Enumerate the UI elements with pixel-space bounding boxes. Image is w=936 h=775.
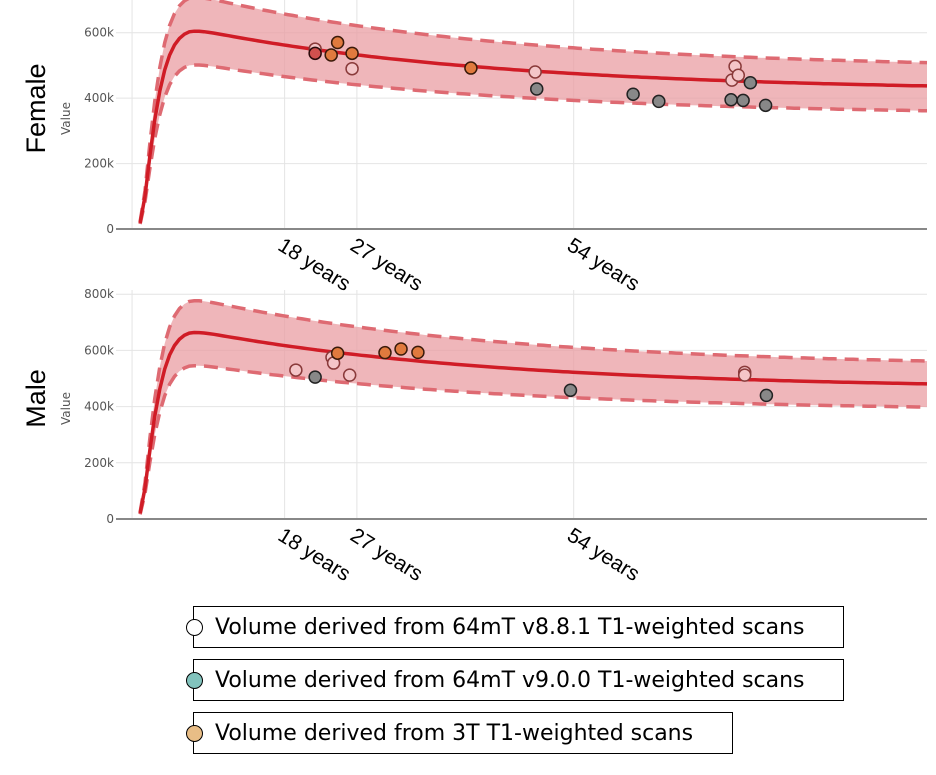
data-point <box>411 345 425 360</box>
data-point <box>345 61 359 76</box>
data-point <box>394 342 408 356</box>
y-tick-label: 600k <box>84 26 114 40</box>
y-axis-title: Value <box>59 102 73 135</box>
data-point <box>342 368 357 382</box>
data-point <box>324 48 338 62</box>
x-tick-label: 18 years <box>274 524 354 586</box>
y-tick-label: 400k <box>84 400 114 414</box>
lower-band-line <box>138 363 928 515</box>
lower-band-line <box>138 63 927 225</box>
legend-label-v900: Volume derived from 64mT v9.0.0 T1-weigh… <box>215 667 805 693</box>
percentile-band <box>140 300 928 515</box>
data-point <box>743 76 758 90</box>
legend-label-v881: Volume derived from 64mT v8.8.1 T1-weigh… <box>215 614 805 640</box>
x-tick-label: 54 years <box>563 524 643 586</box>
data-point <box>737 368 752 382</box>
legend-marker-3t <box>186 725 203 742</box>
legend-label-3t: Volume derived from 3T T1-weighted scans <box>215 720 694 746</box>
data-point <box>345 46 359 61</box>
data-point <box>308 46 322 61</box>
y-tick-label: 200k <box>84 157 114 171</box>
data-point <box>759 388 774 403</box>
data-point <box>378 345 392 360</box>
data-point <box>736 93 750 108</box>
x-tick-label: 27 years <box>346 234 426 296</box>
x-tick-label: 18 years <box>274 234 354 296</box>
data-point <box>652 94 666 109</box>
median-line <box>138 330 928 514</box>
x-tick-label: 54 years <box>563 234 643 296</box>
data-point <box>530 82 544 96</box>
data-point <box>289 363 303 377</box>
y-tick-label: 400k <box>84 91 114 105</box>
y-tick-label: 0 <box>106 512 114 526</box>
data-point <box>464 61 478 75</box>
legend-marker-v900 <box>186 672 203 689</box>
panel-label: Male <box>21 369 51 428</box>
data-point <box>528 65 542 79</box>
data-point <box>330 346 345 360</box>
data-point <box>330 35 345 50</box>
normative-volume-charts: 0 200k 400k 600k 18 years 27 years 54 years Fem… <box>21 0 928 586</box>
y-axis-title: Value <box>59 392 73 425</box>
legend-marker-v881 <box>186 619 203 636</box>
upper-band-line <box>138 0 928 223</box>
legend-item-v900: Volume derived from 64mT v9.0.0 T1-weigh… <box>193 659 844 701</box>
data-point <box>308 370 322 384</box>
data-point <box>724 93 738 107</box>
x-tick-label: 27 years <box>346 524 426 586</box>
data-point <box>731 68 746 82</box>
legend-item-3t: Volume derived from 3T T1-weighted scans <box>193 712 733 754</box>
data-point <box>626 87 640 101</box>
y-tick-label: 200k <box>84 456 114 470</box>
y-tick-label: 0 <box>106 222 114 236</box>
legend-item-v881: Volume derived from 64mT v8.8.1 T1-weigh… <box>193 606 844 648</box>
data-point <box>563 383 578 398</box>
percentile-band <box>140 0 927 224</box>
panel-label: Female <box>21 63 51 153</box>
y-tick-label: 600k <box>84 343 114 357</box>
data-point <box>758 98 773 113</box>
y-tick-label: 800k <box>84 287 114 301</box>
